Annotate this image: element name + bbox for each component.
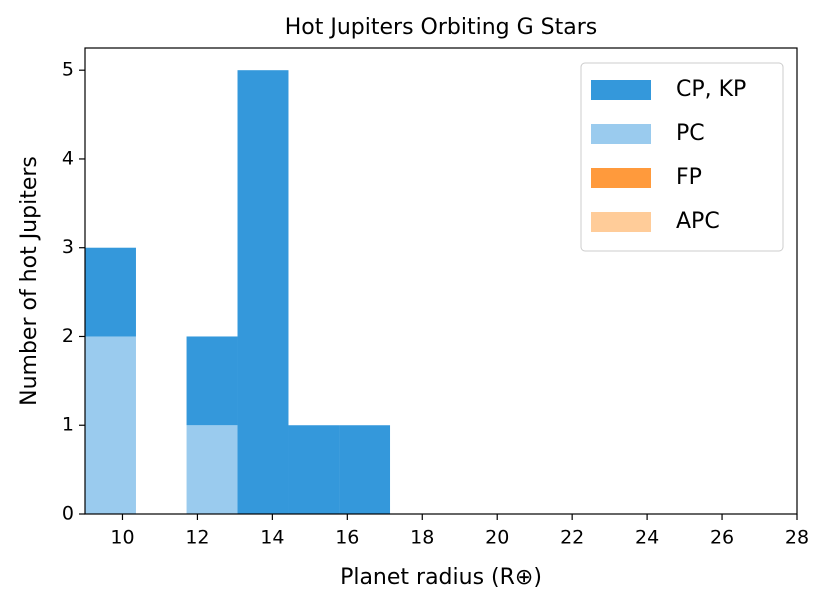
y-axis-label: Number of hot Jupiters [17, 156, 42, 406]
x-tick-label: 28 [785, 527, 809, 549]
bar [339, 425, 391, 514]
legend-label: FP [676, 165, 702, 190]
legend-label: CP, KP [676, 77, 746, 102]
legend-swatch [591, 124, 651, 144]
legend-box [580, 62, 784, 252]
legend-label: APC [676, 209, 720, 234]
legend-swatch [591, 168, 651, 188]
x-axis-label: Planet radius (R⊕) [340, 565, 542, 590]
legend-swatch [591, 80, 651, 100]
plot-frame [84, 47, 798, 515]
bar [186, 425, 238, 514]
x-tick-label: 16 [335, 527, 359, 549]
x-tick-label: 12 [185, 527, 209, 549]
x-tick-label: 14 [260, 527, 284, 549]
y-tick-label: 0 [62, 503, 74, 525]
legend-label: PC [676, 121, 705, 146]
y-tick-label: 4 [62, 147, 74, 169]
x-tick-label: 22 [560, 527, 584, 549]
y-tick-label: 3 [62, 236, 74, 258]
bar [186, 336, 238, 426]
bar [237, 70, 289, 514]
x-tick-label: 26 [710, 527, 734, 549]
x-tick-label: 10 [110, 527, 134, 549]
y-tick-label: 1 [62, 414, 74, 436]
y-tick-label: 2 [62, 325, 74, 347]
legend-swatch [591, 212, 651, 232]
x-tick-label: 24 [635, 527, 659, 549]
x-tick-label: 18 [410, 527, 434, 549]
bar [288, 425, 340, 514]
chart-title: Hot Jupiters Orbiting G Stars [285, 15, 598, 40]
y-tick-label: 5 [62, 59, 74, 81]
bar [85, 247, 136, 337]
x-tick-label: 20 [485, 527, 509, 549]
bar [85, 336, 136, 514]
